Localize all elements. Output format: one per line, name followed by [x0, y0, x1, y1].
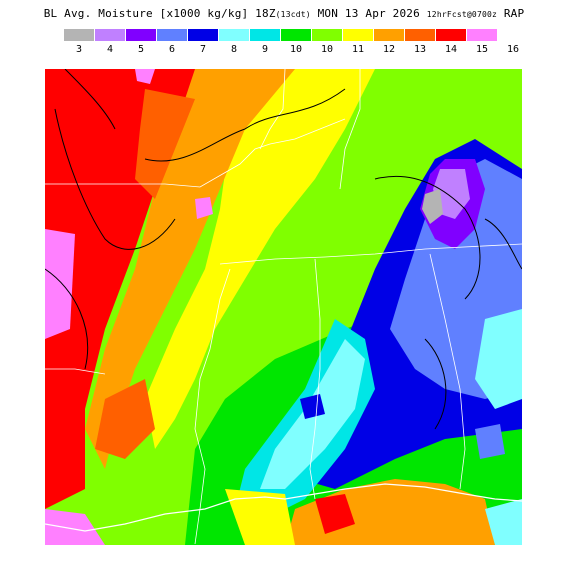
legend-swatch — [250, 29, 280, 41]
legend-tick-label: 3 — [75, 44, 83, 55]
legend-tick-label: 10 — [320, 44, 334, 55]
legend-tick-label: 4 — [106, 44, 114, 55]
title-main: BL Avg. Moisture [x1000 kg/kg] 18Z — [43, 7, 276, 20]
field-pink-west — [45, 229, 75, 339]
legend-tick-label: 13 — [413, 44, 427, 55]
field-gulf-red — [315, 494, 355, 534]
legend-swatch — [374, 29, 404, 41]
legend-tick-label: 9 — [261, 44, 269, 55]
coastline — [45, 483, 522, 532]
title-model: RAP — [503, 7, 525, 20]
title-local-time: (13cdt) — [275, 10, 311, 19]
legend-tick-label: 7 — [199, 44, 207, 55]
title-date: MON 13 Apr 2026 — [317, 7, 420, 20]
state-boundaries — [45, 69, 522, 545]
legend-swatch — [281, 29, 311, 41]
moisture-map-svg — [45, 69, 522, 545]
legend-swatch — [436, 29, 466, 41]
chart-title: BL Avg. Moisture [x1000 kg/kg] 18Z(13cdt… — [0, 7, 568, 20]
legend-swatch — [405, 29, 435, 41]
field-orangered-mid — [95, 379, 155, 459]
legend-tick-label: 16 — [506, 44, 520, 55]
legend-swatch — [343, 29, 373, 41]
moisture-map — [45, 69, 522, 545]
field-lavender-core — [433, 169, 470, 219]
legend-swatch — [126, 29, 156, 41]
legend-tick-label: 15 — [475, 44, 489, 55]
field-orangered-west — [135, 89, 195, 199]
field-lightblue-blob — [475, 424, 505, 459]
field-lightcyan-east — [475, 309, 522, 409]
legend-swatch — [157, 29, 187, 41]
legend-swatch — [64, 29, 94, 41]
legend-tick-label: 8 — [230, 44, 238, 55]
field-pink-patch — [195, 197, 213, 219]
field-blue-blob — [300, 394, 325, 419]
legend-tick-label: 5 — [137, 44, 145, 55]
legend-swatch — [188, 29, 218, 41]
legend-swatch — [95, 29, 125, 41]
title-forecast: 12hrFcst@0700z — [426, 10, 498, 19]
legend-tick-label: 6 — [168, 44, 176, 55]
legend-swatch — [219, 29, 249, 41]
legend-tick-label: 10 — [289, 44, 303, 55]
legend-tick-label: 14 — [444, 44, 458, 55]
field-yellow-band — [145, 69, 375, 449]
field-gulf-yellow — [225, 489, 295, 545]
legend-swatch — [467, 29, 497, 41]
field-pink-northwest — [135, 69, 155, 84]
field-gray-core — [422, 189, 443, 224]
legend-tick-label: 12 — [382, 44, 396, 55]
field-pink-southwest — [45, 509, 105, 545]
field-gulf-cyan — [485, 499, 522, 545]
legend-tick-label: 11 — [351, 44, 365, 55]
legend-swatch — [312, 29, 342, 41]
contour-lines — [45, 69, 522, 430]
